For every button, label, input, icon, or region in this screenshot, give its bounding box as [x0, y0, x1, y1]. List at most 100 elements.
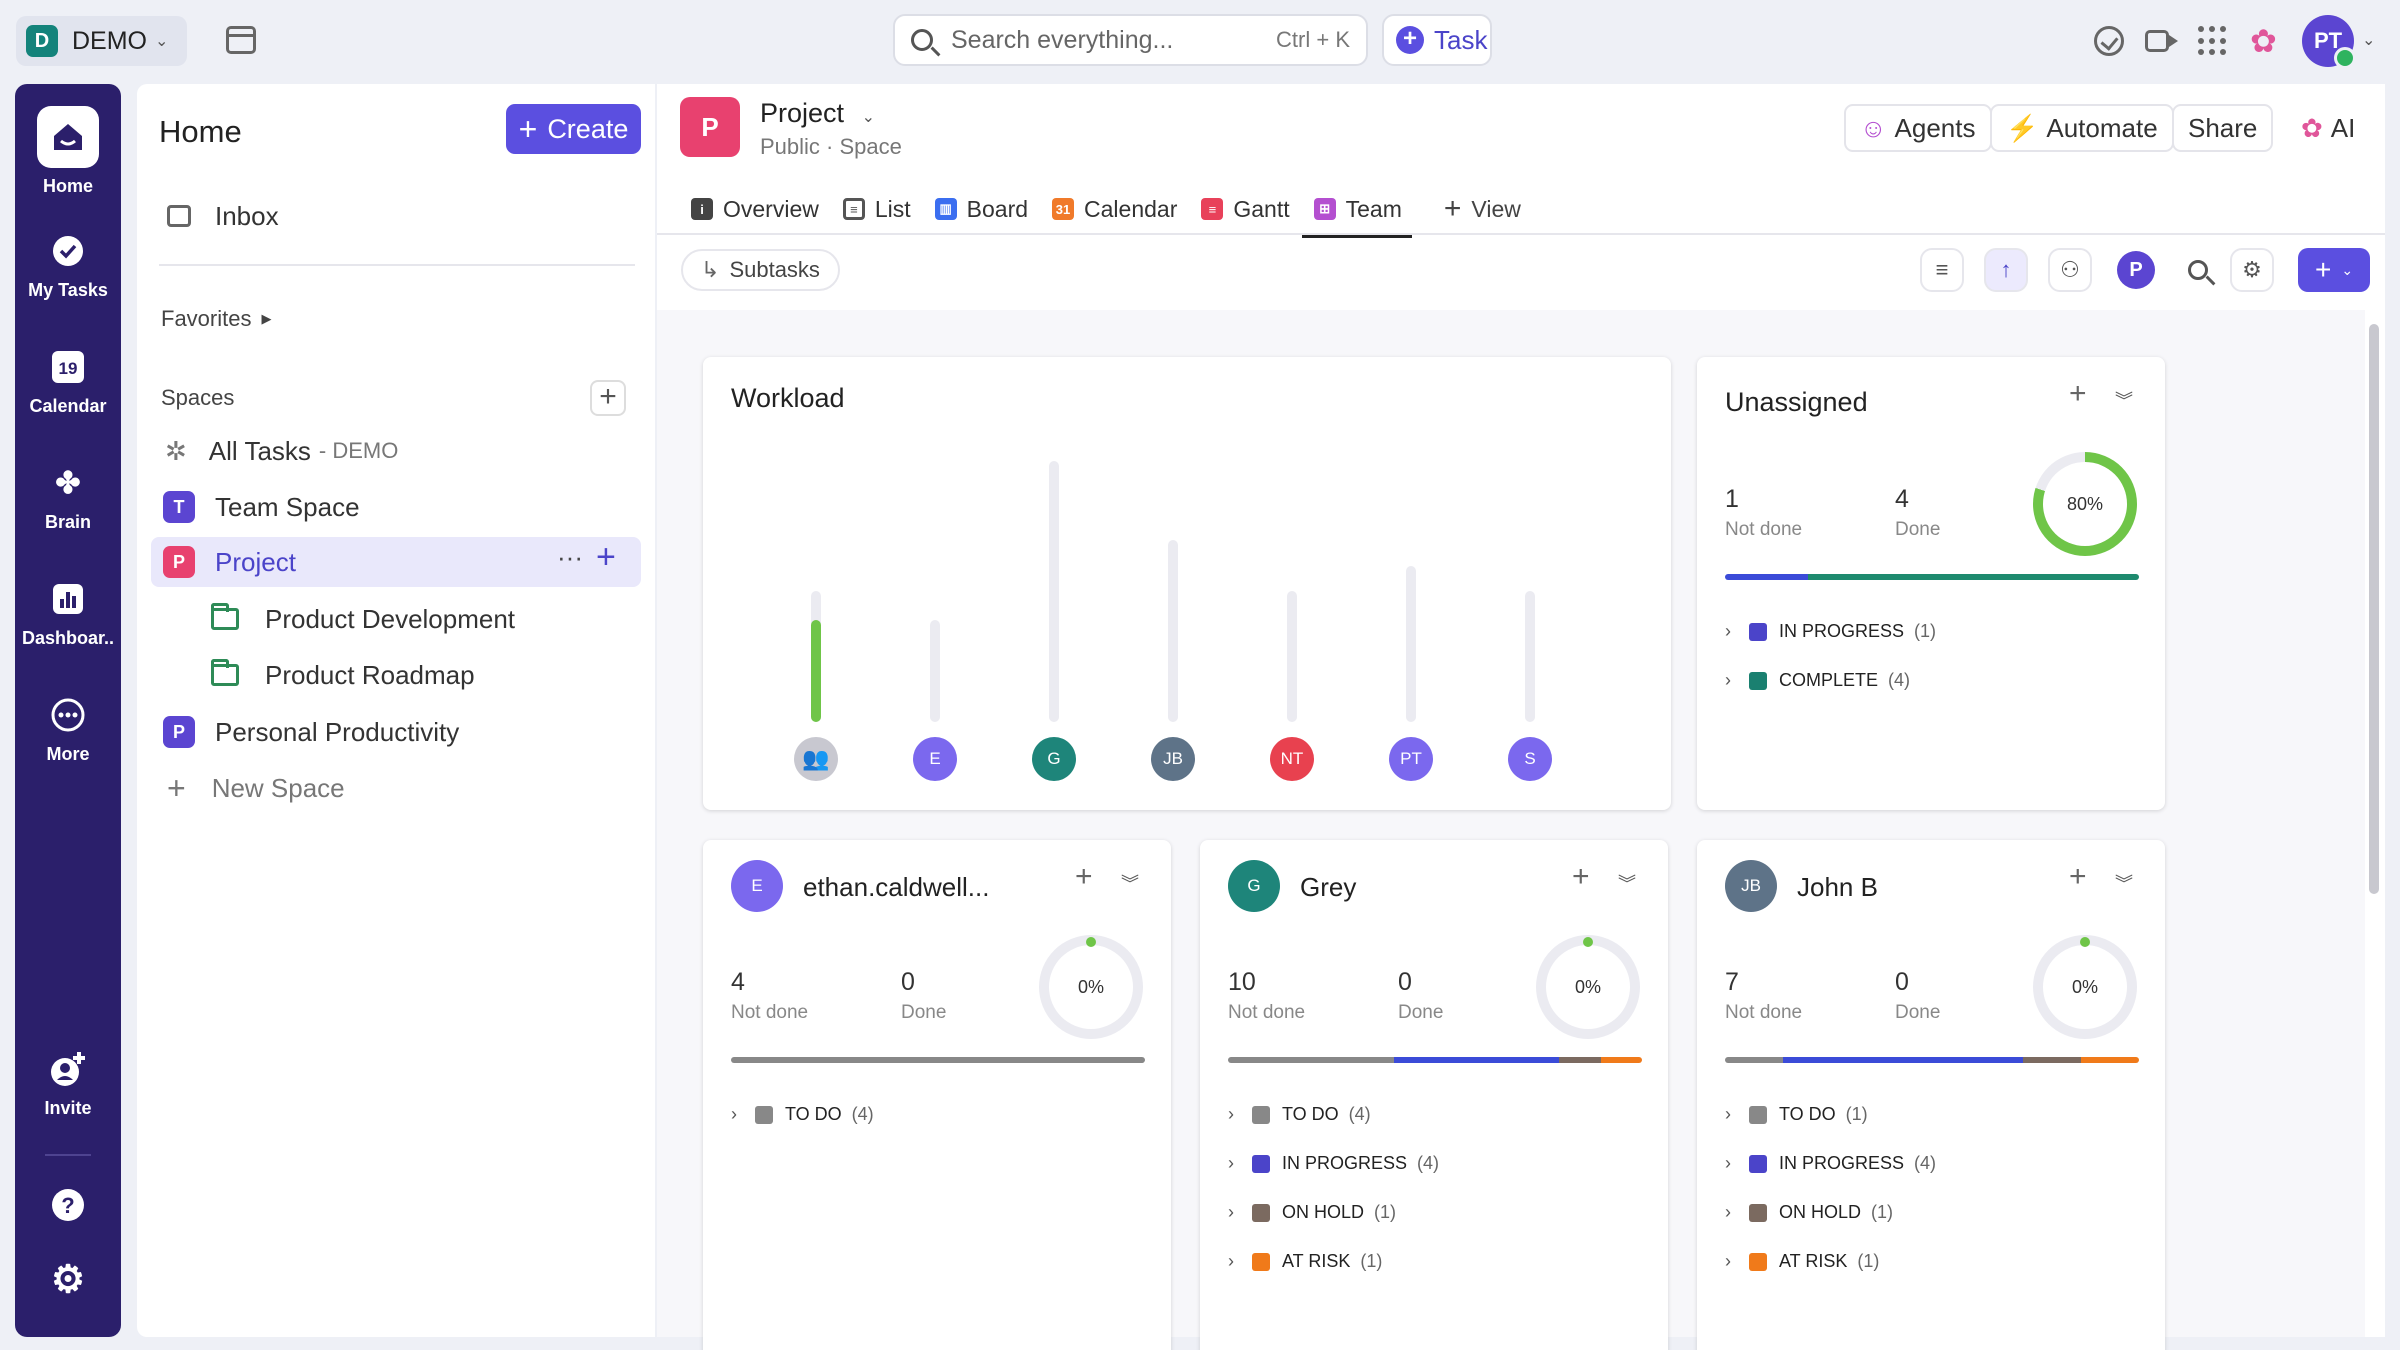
rail-divider	[45, 1154, 91, 1156]
status-group[interactable]: › AT RISK (1)	[1228, 1251, 1382, 1272]
chevron-down-icon[interactable]: ⌄	[2362, 32, 2376, 49]
ai-button[interactable]: ✿ AI	[2287, 104, 2370, 152]
subtasks-toggle[interactable]: ↳ Subtasks	[681, 249, 840, 291]
not-done-label: Not done	[1228, 1002, 1306, 1023]
add-button[interactable]: + ⌄	[2298, 248, 2370, 292]
workload-avatar[interactable]: JB	[1151, 737, 1195, 781]
plus-icon[interactable]: +	[2069, 860, 2087, 893]
new-space-button[interactable]: + New Space	[167, 763, 345, 813]
progress-ring: 0%	[1536, 935, 1640, 1039]
workspace-switcher[interactable]: D DEMO ⌄	[16, 16, 187, 66]
collapse-icon[interactable]: ︾	[2115, 874, 2133, 894]
rail-item-dashboards[interactable]: Dashboar..	[15, 578, 121, 649]
workload-avatar[interactable]: E	[913, 737, 957, 781]
status-color	[1749, 622, 1767, 641]
sidebar-item-project-label[interactable]: P Project	[163, 537, 296, 587]
sidebar-item-all-tasks[interactable]: ✲ All Tasks - DEMO	[165, 426, 398, 476]
rail-item-help[interactable]: ?	[15, 1184, 121, 1234]
user-avatar[interactable]: PT	[2302, 15, 2356, 69]
video-icon[interactable]	[2145, 30, 2178, 52]
ai-logo-icon[interactable]: ✿	[2250, 23, 2277, 59]
member-name[interactable]: ethan.caldwell...	[803, 872, 990, 902]
project-title[interactable]: Project ⌄	[760, 98, 875, 129]
add-view-label: View	[1471, 195, 1521, 222]
me-avatar[interactable]: P	[2114, 248, 2158, 292]
apps-grid-icon[interactable]	[2198, 26, 2228, 56]
check-circle-icon[interactable]	[2094, 26, 2124, 56]
status-group[interactable]: › IN PROGRESS (4)	[1228, 1153, 1439, 1174]
tab-list[interactable]: ≡ List	[842, 184, 911, 234]
rail-item-calendar[interactable]: 19 Calendar	[15, 346, 121, 417]
rail-item-invite[interactable]: Invite	[15, 1048, 121, 1119]
add-view-button[interactable]: + View	[1444, 184, 1521, 234]
rail-item-my-tasks[interactable]: My Tasks	[15, 230, 121, 301]
sidebar-item-project[interactable]	[151, 537, 641, 587]
plus-icon[interactable]: +	[596, 538, 616, 576]
agents-button[interactable]: ☺ Agents	[1844, 104, 1992, 152]
create-button[interactable]: + Create	[506, 104, 641, 154]
filter-icon[interactable]: ≡	[1920, 248, 1964, 292]
sidebar-item-personal-productivity[interactable]: P Personal Productivity	[163, 707, 459, 757]
calendar-icon: 19	[47, 346, 89, 388]
tab-team[interactable]: ⊞ Team	[1301, 184, 1413, 238]
add-space-icon[interactable]: +	[590, 380, 626, 416]
main-panel: P Project ⌄ Public · Space ☺ Agents ⚡ Auto…	[657, 84, 2385, 1350]
tab-board[interactable]: ▥ Board	[934, 184, 1028, 234]
status-group[interactable]: › IN PROGRESS (4)	[1725, 1153, 1936, 1174]
member-avatar[interactable]: JB	[1725, 860, 1777, 912]
sidebar-item-product-development[interactable]: Product Development	[211, 594, 515, 644]
sort-up-icon[interactable]: ↑	[1984, 248, 2028, 292]
automate-button[interactable]: ⚡ Automate	[1990, 104, 2174, 152]
sidebar-item-team-space[interactable]: T Team Space	[163, 482, 360, 532]
workload-avatar[interactable]: 👥	[794, 737, 838, 781]
tab-gantt[interactable]: ≡ Gantt	[1201, 184, 1290, 234]
gear-icon[interactable]: ⚙	[2230, 248, 2274, 292]
plus-icon[interactable]: +	[1572, 860, 1590, 893]
chevron-right-icon: ›	[1228, 1153, 1234, 1173]
more-options-icon[interactable]: ···	[557, 542, 583, 572]
member-avatar[interactable]: E	[731, 860, 783, 912]
plus-icon[interactable]: +	[1075, 860, 1093, 893]
share-button[interactable]: Share	[2172, 104, 2274, 152]
rail-item-more[interactable]: More	[15, 694, 121, 765]
sidebar-item-inbox[interactable]: Inbox	[167, 191, 279, 241]
progress-segment	[1782, 1057, 2024, 1063]
chevron-down-icon: ⌄	[2341, 261, 2354, 278]
status-group[interactable]: › ON HOLD (1)	[1725, 1202, 1893, 1223]
collapse-icon[interactable]: ︾	[1121, 874, 1139, 894]
sidebar-item-product-roadmap[interactable]: Product Roadmap	[211, 650, 475, 700]
calendar-icon[interactable]	[226, 26, 256, 54]
automate-label: Automate	[2046, 112, 2158, 143]
tab-calendar[interactable]: 31 Calendar	[1052, 184, 1177, 234]
new-task-button[interactable]: + Task	[1382, 14, 1492, 66]
workload-avatar[interactable]: S	[1508, 737, 1552, 781]
plus-icon[interactable]: +	[2069, 377, 2087, 410]
member-name[interactable]: John B	[1797, 872, 1878, 902]
workload-avatar[interactable]: G	[1032, 737, 1076, 781]
search-icon[interactable]	[2176, 248, 2220, 292]
member-avatar[interactable]: G	[1228, 860, 1280, 912]
status-group[interactable]: › TO DO (4)	[731, 1104, 874, 1125]
tab-overview[interactable]: i Overview	[691, 184, 819, 234]
member-name[interactable]: Grey	[1300, 872, 1357, 902]
collapse-icon[interactable]: ︾	[2115, 391, 2133, 411]
workload-avatar[interactable]: PT	[1389, 737, 1433, 781]
rail-item-settings[interactable]: ⚙	[15, 1258, 121, 1308]
status-group[interactable]: › COMPLETE (4)	[1725, 670, 1910, 691]
rail-item-brain[interactable]: ✤ Brain	[15, 462, 121, 533]
task-button-label: Task	[1434, 24, 1488, 55]
member-card: G Grey + ︾ 10 Not done 0 Done 0% › TO DO (4) › IN PRO…	[1200, 840, 1668, 1350]
workload-avatar[interactable]: NT	[1270, 737, 1314, 781]
status-group[interactable]: › TO DO (4)	[1228, 1104, 1371, 1125]
chevron-right-icon: ›	[1725, 621, 1731, 641]
status-group[interactable]: › TO DO (1)	[1725, 1104, 1868, 1125]
assignees-icon[interactable]: ⚇	[2048, 248, 2092, 292]
collapse-icon[interactable]: ︾	[1618, 874, 1636, 894]
favorites-section[interactable]: Favorites ▶	[161, 294, 271, 344]
status-group[interactable]: › IN PROGRESS (1)	[1725, 621, 1936, 642]
search-input[interactable]: Search everything... Ctrl + K	[893, 14, 1368, 66]
status-group[interactable]: › AT RISK (1)	[1725, 1251, 1879, 1272]
rail-item-home[interactable]: Home	[15, 106, 121, 197]
scrollbar[interactable]	[2369, 324, 2379, 894]
status-group[interactable]: › ON HOLD (1)	[1228, 1202, 1396, 1223]
